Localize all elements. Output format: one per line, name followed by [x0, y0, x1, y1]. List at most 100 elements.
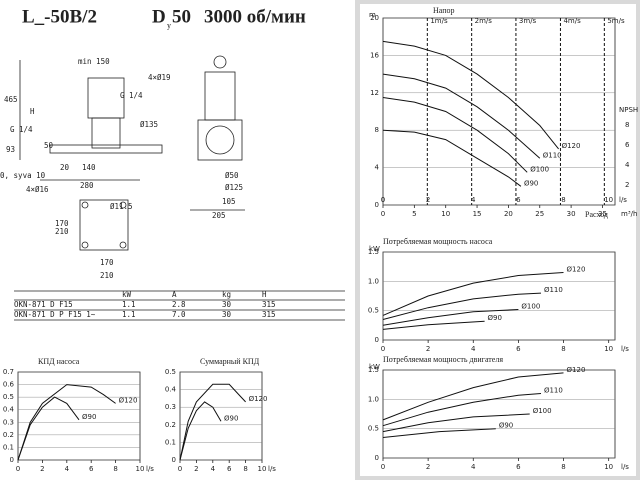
x2-unit: l/s: [619, 196, 627, 204]
curve: [382, 129, 522, 187]
y-tick-label: 1.0: [368, 277, 379, 285]
hole: [81, 201, 89, 209]
chart: Суммарный КПД 0 0.1 0.2 0.3 0.4 0.5 0 2 4 6 8 10 l/s Ø…: [165, 357, 276, 473]
x2-tick-label: 6: [516, 196, 521, 204]
x-tick-label: 8: [113, 465, 117, 473]
y-tick-label: 4: [375, 164, 380, 172]
dn-sub: y: [167, 21, 171, 30]
y-tick-label: 12: [370, 89, 379, 97]
y-tick-label: 0: [172, 456, 176, 464]
table-cell: 30: [222, 300, 232, 309]
y-tick-label: 16: [370, 51, 379, 59]
dimension-label: 465: [4, 95, 18, 104]
y-tick-label: 1.0: [368, 395, 379, 403]
flange-line: [49, 144, 163, 154]
y-tick-label: 1.5: [368, 366, 379, 374]
x-tick-label: 10: [258, 465, 267, 473]
y-tick-label: 0.5: [368, 307, 379, 315]
curve-label: Ø120: [567, 366, 586, 374]
y-tick-label: 0: [10, 456, 14, 464]
chart: Потребляемая мощность двигателя 0 0.5 1.0 1.…: [368, 355, 629, 471]
x-tick-label: 8: [561, 463, 565, 471]
y-tick-label: 0.1: [165, 438, 176, 446]
pump-drawing: [19, 55, 245, 251]
chart-title: Потребляемая мощность насоса: [383, 237, 493, 246]
x-label: Расход: [585, 210, 608, 219]
curve-label: Ø90: [524, 179, 538, 187]
dimension-label: Ø125: [225, 183, 243, 192]
x-tick-label: 6: [89, 465, 94, 473]
dimension-label: 50: [44, 141, 54, 150]
chart-title: Напор: [433, 6, 455, 15]
x-tick-label: 0: [381, 463, 385, 471]
x-tick-label: 8: [561, 345, 565, 353]
curve: [382, 97, 528, 173]
curve: [382, 40, 559, 150]
x2-tick-label: 0: [381, 196, 385, 204]
dimension-label: Ø50: [225, 171, 239, 180]
y-tick-label: 0.5: [3, 393, 14, 401]
x-unit: l/s: [146, 465, 154, 473]
curve-label: Ø90: [488, 314, 502, 322]
y-tick-label: 1.5: [368, 248, 379, 256]
x-tick-label: 4: [211, 465, 216, 473]
y-unit: m: [369, 11, 376, 19]
x-tick-label: 4: [65, 465, 70, 473]
x-tick-label: 5: [412, 210, 416, 218]
velocity-label: 3m/s: [519, 17, 537, 25]
curve: [382, 428, 496, 438]
velocity-label: 2m/s: [475, 17, 493, 25]
right-sheet-inner: [360, 4, 636, 476]
curve-label: Ø90: [82, 413, 96, 421]
curve-label: Ø110: [544, 286, 563, 294]
x-unit: l/s: [621, 463, 629, 471]
dimension-label: 20: [60, 163, 70, 172]
x-tick-label: 10: [441, 210, 450, 218]
x-tick-label: 0: [381, 345, 385, 353]
pump-body-side: [91, 117, 121, 149]
curve-label: Ø120: [567, 266, 586, 274]
x-tick-label: 6: [516, 345, 521, 353]
y2-tick-label: 4: [625, 161, 630, 169]
x-tick-label: 30: [567, 210, 576, 218]
flange-circle: [205, 125, 235, 155]
curve-label: Ø100: [530, 165, 549, 173]
x-unit: m³/h: [621, 210, 637, 218]
dn: D: [152, 6, 166, 27]
dimension-label: 4×Ø16: [26, 185, 49, 194]
table-header: kW: [122, 290, 132, 299]
dimension-label: Ø135: [140, 120, 158, 129]
curve-label: Ø120: [119, 396, 138, 404]
y2-tick-label: 6: [625, 141, 630, 149]
table-cell: 2.8: [172, 300, 186, 309]
chart-title: КПД насоса: [38, 357, 80, 366]
curve: [179, 383, 246, 461]
x-tick-label: 8: [243, 465, 247, 473]
curve: [179, 401, 222, 461]
curve-label: Ø90: [499, 422, 513, 430]
motor-front: [204, 71, 236, 121]
x-tick-label: 10: [136, 465, 145, 473]
x-tick-label: 15: [473, 210, 482, 218]
y-tick-label: 0.2: [3, 431, 14, 439]
y-tick-label: 0.6: [3, 381, 15, 389]
x2-tick-label: 8: [561, 196, 565, 204]
eye-bolt: [213, 55, 227, 69]
speed: 3000 об/мин: [204, 6, 306, 27]
header: L_-50B/2 D y 50 3000 об/мин: [22, 6, 306, 29]
y-tick-label: 0.1: [3, 443, 14, 451]
table-header: H: [262, 290, 267, 299]
dimension-label: 4×Ø19: [148, 73, 171, 82]
hole: [119, 241, 127, 249]
curve: [382, 73, 541, 159]
dimension-label: 280: [80, 181, 94, 190]
y-tick-label: 0.5: [368, 425, 379, 433]
chart: Напор 0 4 8 12 16 20 0 5 10 15 20 25 30 35 m³/h m Расход 0…: [369, 6, 640, 219]
curve: [382, 272, 564, 316]
y-tick-label: 0: [375, 336, 379, 344]
x-tick-label: 6: [227, 465, 232, 473]
y-tick-label: 0: [375, 454, 379, 462]
x-tick-label: 0: [178, 465, 182, 473]
dimension-label: 205: [212, 211, 226, 220]
